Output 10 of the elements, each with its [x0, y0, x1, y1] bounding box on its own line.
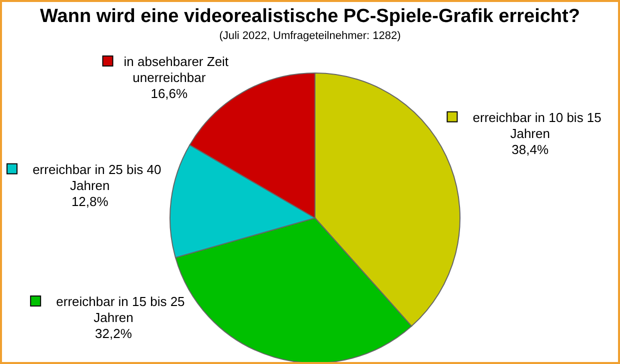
legend-label: erreichbar in 15 bis 25 Jahren — [56, 294, 185, 325]
legend-label: erreichbar in 10 bis 15 Jahren — [472, 110, 602, 141]
data-label: 12,8% — [71, 194, 109, 209]
legend-label: in absehbarer Zeit unerreichbar — [124, 54, 229, 85]
data-label: 32,2% — [95, 326, 132, 341]
chart-title: Wann wird eine videorealistische PC-Spiele-Grafik erreicht? — [39, 6, 581, 28]
legend-label: erreichbar in 25 bis 40 Jahren — [32, 162, 162, 193]
data-label: 16,6% — [150, 86, 188, 101]
data-label: 38,4% — [512, 142, 549, 157]
chart-subtitle: (Juli 2022, Umfrageteilnehmer: 1282) — [218, 30, 402, 42]
